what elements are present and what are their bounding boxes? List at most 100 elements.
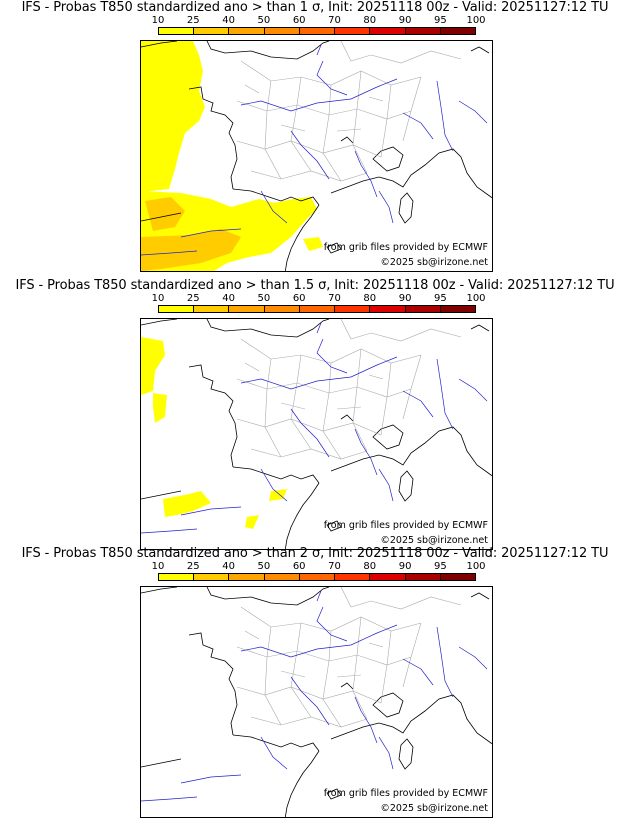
colorbar-segment (440, 28, 475, 34)
colorbar-tick: 50 (257, 293, 271, 304)
colorbar-tick: 25 (186, 15, 200, 26)
river (141, 796, 198, 802)
probability-area (141, 41, 205, 193)
admin-border (236, 378, 412, 398)
colorbar-segment (299, 306, 336, 312)
colorbar-tick: 90 (398, 293, 412, 304)
coastline (372, 146, 404, 172)
colorbar-segment (264, 574, 300, 580)
colorbar-segment (335, 306, 371, 312)
admin-border (250, 716, 368, 728)
admin-border (402, 76, 422, 142)
coastline (232, 188, 320, 206)
admin-border (236, 686, 382, 704)
map-area: from grib files provided by ECMWF ©2025 … (140, 40, 493, 272)
coastline (340, 682, 354, 690)
coastline (398, 470, 414, 502)
colorbar-segment (229, 306, 265, 312)
admin-border (240, 60, 422, 86)
colorbar-tick: 40 (222, 561, 235, 572)
colorbar (158, 305, 476, 313)
colorbar-segment (405, 306, 441, 312)
coastline (188, 632, 238, 736)
probability-area (245, 515, 259, 529)
colorbar-segment (229, 28, 265, 34)
river (141, 528, 198, 534)
coastline (372, 692, 404, 718)
admin-border (236, 100, 412, 120)
coastline (284, 204, 320, 271)
colorbar-tick: 95 (434, 561, 447, 572)
colorbar-labels: 10 25 40 50 60 70 80 90 95 100 (152, 15, 486, 27)
admin-border (336, 674, 362, 678)
river (180, 228, 242, 238)
river (316, 606, 348, 642)
river (316, 338, 348, 374)
admin-border (244, 630, 260, 640)
colorbar-tick: 100 (466, 293, 486, 304)
river (378, 190, 394, 224)
copyright-credit: ©2025 sb@irizone.net (380, 535, 488, 546)
map-svg (141, 319, 492, 549)
colorbar-tick: 25 (186, 561, 200, 572)
admin-border (352, 616, 368, 720)
map-panel-2: IFS - Probas T850 standardized ano > tha… (0, 278, 630, 550)
admin-border (340, 319, 462, 342)
river (290, 408, 330, 458)
probability-area (163, 491, 211, 517)
map-panel-1: IFS - Probas T850 standardized ano > tha… (0, 0, 630, 272)
admin-border (240, 606, 422, 632)
admin-border (340, 587, 462, 610)
coastline (326, 788, 342, 800)
river (180, 506, 242, 516)
map-svg (141, 587, 492, 817)
probability-area-high (141, 229, 241, 271)
coastline (330, 426, 492, 477)
colorbar-labels: 10 25 40 50 60 70 80 90 95 100 (152, 293, 486, 305)
admin-border (336, 128, 362, 132)
river (316, 44, 322, 56)
river (290, 130, 330, 180)
admin-border (352, 70, 368, 174)
colorbar-tick: 10 (151, 293, 165, 304)
colorbar-segment (194, 28, 230, 34)
colorbar-segment (194, 574, 230, 580)
colorbar-tick: 60 (292, 561, 306, 572)
colorbar-segment (194, 306, 230, 312)
river (240, 356, 398, 390)
copyright-credit: ©2025 sb@irizone.net (380, 803, 488, 814)
admin-border (380, 84, 392, 158)
colorbar-segment (370, 306, 406, 312)
colorbar-tick: 90 (398, 561, 412, 572)
river (378, 736, 394, 770)
admin-border (264, 626, 282, 726)
colorbar-tick: 80 (363, 561, 377, 572)
river (316, 60, 348, 96)
river (240, 78, 398, 112)
admin-border (352, 348, 368, 452)
admin-border (236, 140, 382, 158)
colorbar-tick: 70 (328, 293, 341, 304)
admin-border (280, 124, 306, 132)
admin-border (322, 84, 342, 182)
colorbar-segment (229, 574, 265, 580)
river (436, 80, 454, 152)
colorbar-tick: 60 (292, 293, 306, 304)
admin-border (240, 338, 422, 364)
colorbar-tick: 100 (466, 561, 486, 572)
colorbar-tick: 40 (222, 15, 235, 26)
river (354, 428, 378, 476)
coastline (398, 738, 414, 770)
coastline (141, 319, 178, 326)
probability-area (153, 393, 167, 423)
coastline (340, 136, 354, 144)
coastline (326, 242, 342, 254)
coastline (141, 212, 182, 222)
colorbar-segment (370, 574, 406, 580)
colorbar-tick: 50 (257, 15, 271, 26)
river (260, 736, 288, 770)
river (316, 590, 322, 602)
colorbar (158, 573, 476, 581)
river (354, 150, 378, 198)
coastline (188, 364, 238, 468)
